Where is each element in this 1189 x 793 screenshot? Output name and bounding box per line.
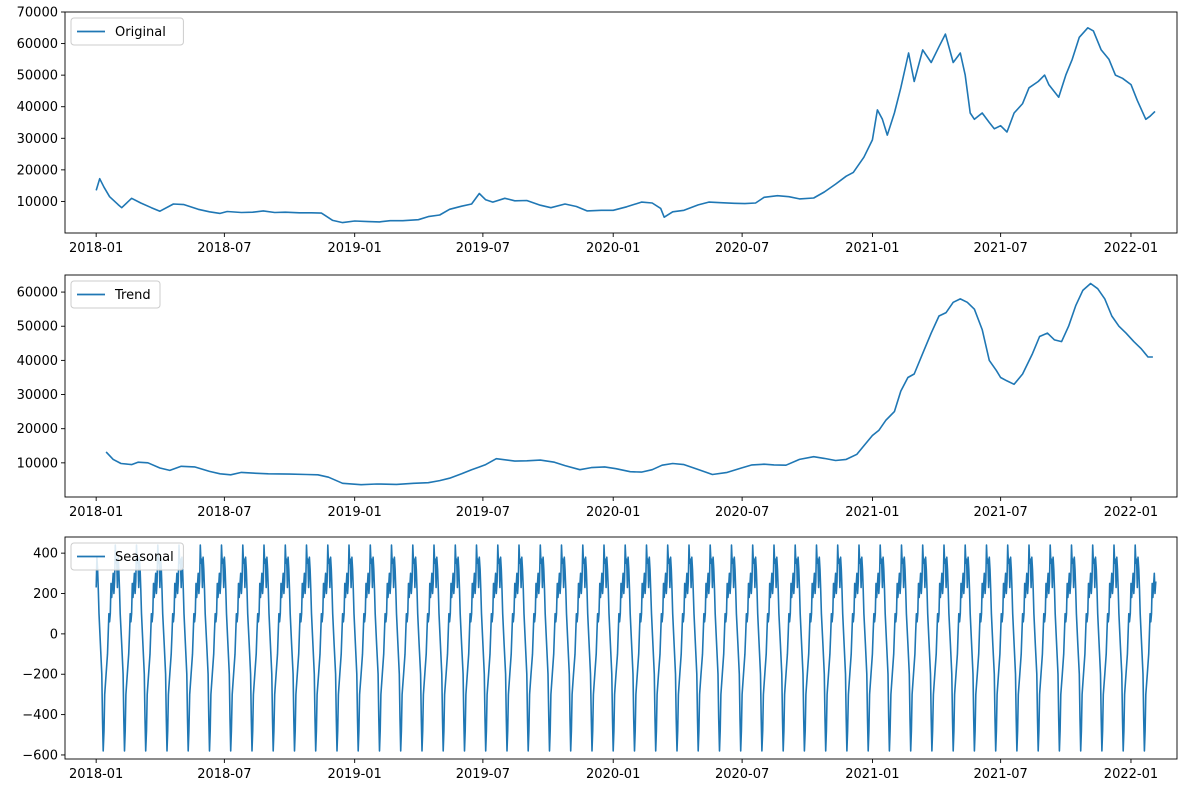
y-tick-label: 20000 (17, 163, 58, 178)
y-tick-label: 20000 (17, 422, 58, 437)
x-tick-label: 2021-07 (973, 241, 1027, 256)
x-tick-label: 2022-01 (1104, 505, 1158, 520)
legend-label: Original (115, 25, 166, 40)
x-tick-label: 2019-01 (328, 241, 382, 256)
y-tick-label: 10000 (17, 195, 58, 210)
x-tick-label: 2020-07 (715, 767, 769, 782)
y-tick-label: 60000 (17, 37, 58, 52)
x-tick-label: 2018-07 (197, 767, 251, 782)
y-tick-label: 70000 (17, 6, 58, 21)
y-tick-label: 50000 (17, 320, 58, 335)
x-tick-label: 2021-01 (845, 241, 899, 256)
y-tick-label: 40000 (17, 354, 58, 369)
series-line-original (95, 27, 1156, 224)
seasonal-panel: −600 −400 −200 0 200 400 2018-01 2018-07 2019-01… (22, 536, 1178, 782)
x-tick-label: 2022-01 (1104, 241, 1158, 256)
x-tick-label: 2019-07 (456, 505, 510, 520)
legend: Seasonal (70, 542, 184, 571)
x-tick-label: 2018-01 (69, 241, 123, 256)
x-tick-label: 2021-07 (973, 505, 1027, 520)
y-tick-label: 50000 (17, 69, 58, 84)
y-tick-label: 60000 (17, 286, 58, 301)
y-tick-label: 400 (33, 547, 58, 562)
y-tick-label: 0 (50, 627, 58, 642)
x-tick-label: 2018-01 (69, 505, 123, 520)
y-tick-label: −400 (22, 708, 58, 723)
x-tick-label: 2019-07 (456, 241, 510, 256)
legend: Trend (70, 280, 161, 309)
y-tick-label: 200 (33, 587, 58, 602)
original-panel: 10000 20000 30000 40000 50000 60000 70000 2018-… (17, 6, 1178, 256)
axes-frame (64, 11, 1178, 234)
legend: Original (70, 17, 184, 46)
axes-frame (64, 274, 1178, 498)
series-line-trend (105, 282, 1153, 486)
x-tick-label: 2019-01 (328, 767, 382, 782)
x-tick-label: 2019-07 (456, 767, 510, 782)
x-tick-label: 2018-07 (197, 241, 251, 256)
y-tick-label: −600 (22, 748, 58, 763)
x-tick-label: 2021-07 (973, 767, 1027, 782)
x-tick-label: 2020-01 (586, 505, 640, 520)
legend-label: Trend (114, 288, 151, 303)
y-tick-label: 10000 (17, 456, 58, 471)
x-tick-label: 2019-01 (328, 505, 382, 520)
x-tick-label: 2020-01 (586, 767, 640, 782)
axes-frame (64, 536, 1178, 760)
y-tick-label: −200 (22, 668, 58, 683)
x-tick-label: 2020-07 (715, 505, 769, 520)
x-tick-label: 2018-01 (69, 767, 123, 782)
x-tick-label: 2021-01 (845, 767, 899, 782)
trend-panel: 10000 20000 30000 40000 50000 60000 2018-01 201… (17, 274, 1178, 520)
x-tick-label: 2020-01 (586, 241, 640, 256)
x-tick-label: 2022-01 (1104, 767, 1158, 782)
y-tick-label: 30000 (17, 132, 58, 147)
legend-label: Seasonal (115, 550, 174, 565)
x-tick-label: 2020-07 (715, 241, 769, 256)
y-tick-label: 40000 (17, 100, 58, 115)
x-tick-label: 2021-01 (845, 505, 899, 520)
y-tick-label: 30000 (17, 388, 58, 403)
series-line-seasonal (95, 544, 1157, 752)
x-tick-label: 2018-07 (197, 505, 251, 520)
